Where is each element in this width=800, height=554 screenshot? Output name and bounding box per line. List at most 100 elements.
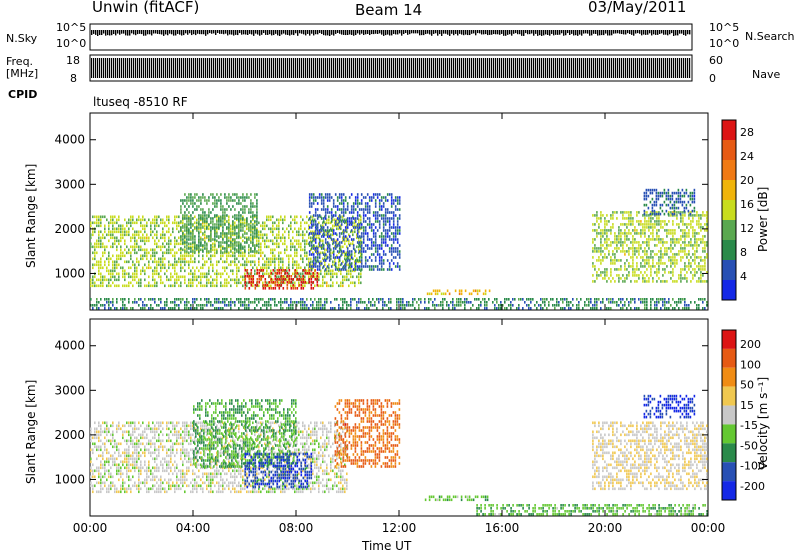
data-cell (214, 202, 216, 205)
data-cell (240, 281, 242, 285)
data-cell (388, 247, 391, 250)
data-cell (298, 275, 301, 278)
data-cell (354, 268, 357, 271)
data-cell (142, 239, 144, 243)
nsky-strip-mark (635, 30, 637, 34)
data-cell (172, 230, 174, 234)
data-cell (176, 239, 178, 243)
data-cell (668, 220, 670, 223)
data-cell (206, 278, 208, 282)
data-cell (672, 259, 674, 262)
data-cell (266, 272, 268, 276)
data-cell (610, 268, 612, 271)
data-cell (234, 208, 236, 211)
data-cell (338, 193, 341, 196)
data-cell (160, 275, 162, 279)
data-cell (200, 208, 202, 211)
data-cell (310, 226, 313, 229)
data-cell (266, 233, 268, 237)
data-cell (218, 241, 220, 244)
data-cell (654, 220, 656, 223)
data-cell (156, 245, 158, 249)
data-cell (318, 260, 320, 264)
data-cell (124, 260, 126, 264)
data-cell (146, 239, 148, 243)
data-cell (100, 284, 102, 288)
freq-strip-mark (127, 58, 129, 78)
data-cell (328, 233, 330, 237)
data-cell (396, 301, 398, 304)
data-cell (118, 263, 120, 267)
data-cell (270, 278, 273, 281)
data-cell (610, 217, 612, 220)
data-cell (368, 217, 371, 220)
data-cell (236, 284, 238, 288)
data-cell (250, 272, 253, 275)
data-cell (324, 211, 327, 214)
nsky-strip-mark (685, 30, 687, 36)
data-cell (184, 281, 186, 285)
freq-strip-mark (421, 58, 423, 78)
data-cell (434, 307, 436, 310)
data-cell (324, 298, 326, 301)
data-cell (326, 199, 329, 202)
data-cell (356, 236, 358, 240)
data-cell (312, 253, 315, 256)
data-cell (304, 301, 306, 304)
data-cell (162, 221, 164, 225)
data-cell (324, 269, 326, 273)
data-cell (314, 247, 317, 250)
data-cell (328, 253, 331, 256)
data-cell (681, 194, 684, 198)
data-cell (206, 235, 208, 238)
data-cell (360, 245, 362, 249)
data-cell (374, 226, 377, 229)
data-cell (328, 256, 331, 259)
data-cell (326, 248, 328, 252)
data-cell (360, 260, 362, 264)
data-cell (340, 208, 343, 211)
data-cell (222, 214, 224, 217)
data-cell (176, 242, 178, 246)
data-cell (398, 256, 401, 259)
data-cell (320, 193, 323, 196)
data-cell (94, 251, 96, 255)
data-cell (396, 199, 399, 202)
data-cell (226, 247, 228, 250)
nsky-strip-mark (243, 30, 245, 35)
data-cell (156, 224, 158, 228)
freq-strip-mark (557, 58, 559, 78)
data-cell (180, 284, 182, 288)
data-cell (646, 280, 648, 283)
data-cell (218, 223, 220, 226)
data-cell (146, 266, 148, 270)
data-cell (312, 272, 315, 275)
nsky-strip-mark (525, 30, 527, 34)
data-cell (220, 205, 222, 208)
data-cell (624, 277, 626, 280)
data-cell (316, 268, 319, 271)
data-cell (266, 263, 268, 267)
freq-strip-mark (333, 58, 335, 78)
data-cell (176, 260, 178, 264)
freq-strip-mark (459, 58, 461, 78)
data-cell (268, 275, 271, 278)
data-cell (208, 208, 210, 211)
data-cell (278, 236, 280, 240)
data-cell (220, 223, 222, 226)
data-cell (236, 196, 238, 199)
data-cell (394, 214, 397, 217)
data-cell (312, 223, 315, 226)
data-cell (646, 223, 648, 226)
data-cell (340, 284, 342, 288)
data-cell (651, 212, 654, 216)
data-cell (322, 281, 324, 285)
data-cell (174, 221, 176, 225)
data-cell (108, 224, 110, 228)
data-cell (114, 239, 116, 243)
data-cell (336, 298, 338, 301)
nsky-strip-mark (233, 30, 235, 36)
freq-strip-mark (429, 58, 431, 78)
freq-strip-mark (219, 58, 221, 78)
data-cell (266, 301, 268, 304)
